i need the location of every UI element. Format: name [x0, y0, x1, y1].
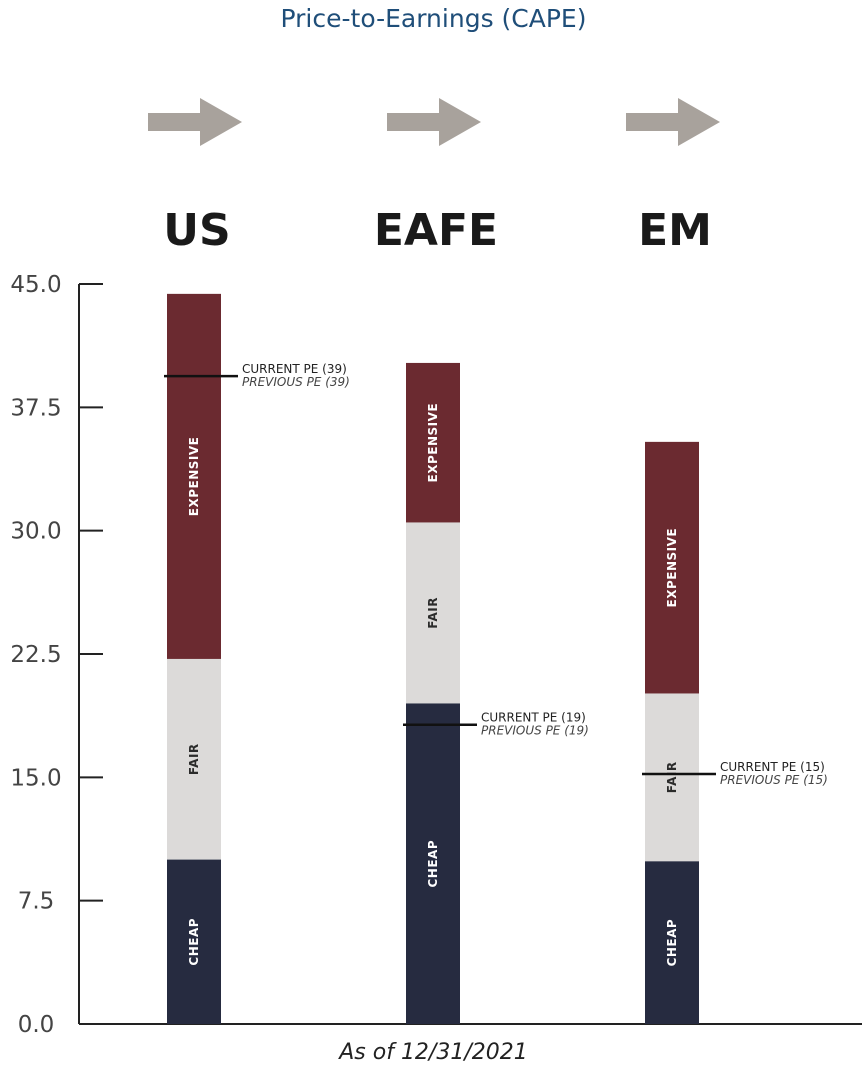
- us-current-pe-label: CURRENT PE (39): [242, 362, 347, 376]
- y-tick-label: 30.0: [10, 519, 61, 545]
- us-previous-pe-label: PREVIOUS PE (39): [242, 375, 350, 389]
- eafe-fair-label: FAIR: [426, 597, 440, 629]
- em-previous-pe-label: PREVIOUS PE (15): [720, 773, 828, 787]
- em-expensive-segment: [645, 441, 699, 694]
- y-tick-label: 7.5: [18, 889, 55, 915]
- us-expensive-segment: [167, 293, 221, 659]
- us-cheap-segment: [167, 859, 221, 1024]
- em-fair-segment: [645, 693, 699, 862]
- em-expensive-label: EXPENSIVE: [665, 528, 679, 608]
- y-tick-label: 0.0: [18, 1012, 55, 1038]
- stacked-bars: CHEAP FAIR EXPENSIVE CHEAP FAIR EXPENSIVE CHEA…: [167, 293, 699, 1024]
- right-arrow-icon: [387, 98, 481, 146]
- trend-arrows: [148, 98, 720, 146]
- pe-markers: CURRENT PE (39)PREVIOUS PE (39) CURRENT P…: [164, 362, 828, 787]
- us-fair-label: FAIR: [187, 743, 201, 775]
- right-arrow-icon: [626, 98, 720, 146]
- y-tick-label: 37.5: [10, 395, 61, 421]
- eafe-expensive-label: EXPENSIVE: [426, 403, 440, 483]
- region-name-us: US: [163, 205, 230, 256]
- eafe-expensive-segment: [406, 362, 460, 523]
- em-current-pe-label: CURRENT PE (15): [720, 760, 825, 774]
- y-tick-label: 15.0: [10, 765, 61, 791]
- region-name-eafe: EAFE: [374, 205, 498, 256]
- us-fair-segment: [167, 658, 221, 860]
- em-fair-label: FAIR: [665, 761, 679, 793]
- y-axis: 0.0 7.5 15.0 22.5 30.0 37.5 45.0: [10, 272, 862, 1038]
- eafe-cheap-segment: [406, 703, 460, 1024]
- em-cheap-label: CHEAP: [665, 919, 679, 967]
- us-expensive-label: EXPENSIVE: [187, 437, 201, 517]
- eafe-previous-pe-label: PREVIOUS PE (19): [481, 724, 589, 738]
- y-tick-label: 45.0: [10, 272, 61, 298]
- em-cheap-segment: [645, 861, 699, 1024]
- region-name-em: EM: [638, 205, 712, 256]
- us-cheap-label: CHEAP: [187, 918, 201, 966]
- right-arrow-icon: [148, 98, 242, 146]
- eafe-fair-segment: [406, 522, 460, 704]
- eafe-current-pe-label: CURRENT PE (19): [481, 711, 586, 725]
- as-of-date-note: As of 12/31/2021: [339, 1040, 528, 1065]
- eafe-cheap-label: CHEAP: [426, 840, 440, 888]
- region-names: US EAFE EM: [163, 205, 712, 256]
- chart-title: Price-to-Earnings (CAPE): [280, 4, 587, 33]
- y-tick-label: 22.5: [10, 642, 61, 668]
